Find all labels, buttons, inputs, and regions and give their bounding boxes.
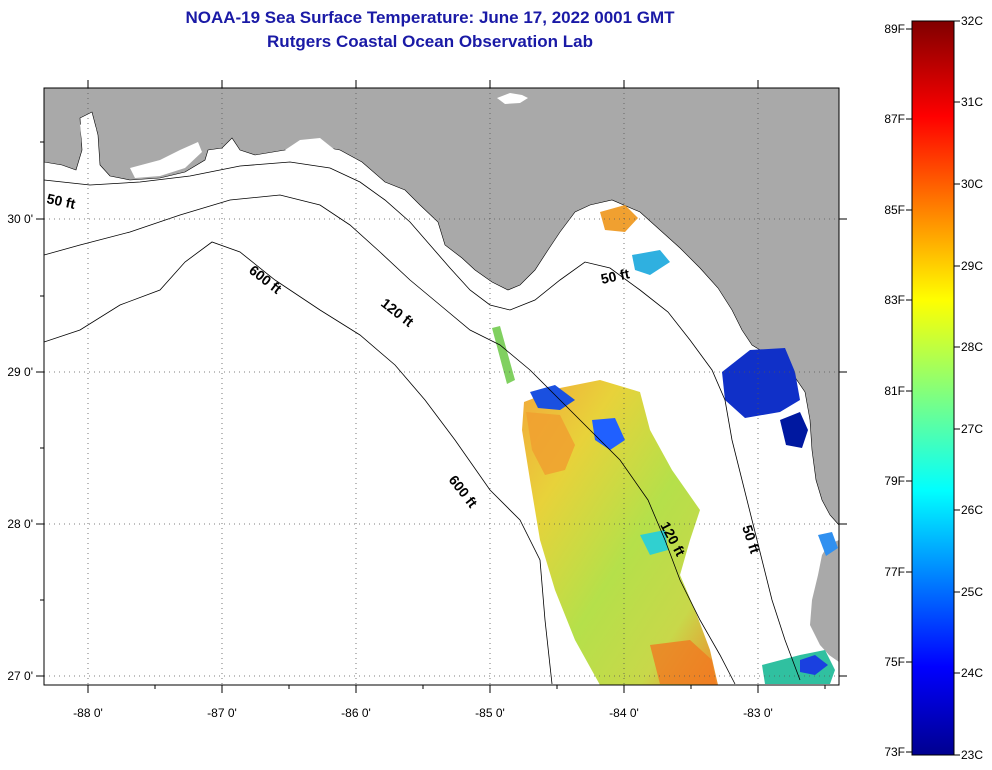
colorbar-c-30: 30C xyxy=(961,177,983,191)
colorbar-f-87: 87F xyxy=(884,112,905,126)
colorbar xyxy=(911,20,955,756)
lon-label-87: -87 0' xyxy=(207,706,237,720)
lat-label-28: 28 0' xyxy=(7,517,33,531)
bay-water xyxy=(80,118,98,165)
colorbar-c-29: 29C xyxy=(961,259,983,273)
map-subtitle: Rutgers Coastal Ocean Observation Lab xyxy=(267,32,593,51)
colorbar-c-31: 31C xyxy=(961,95,983,109)
contour-label-50ft-west: 50 ft xyxy=(45,190,77,212)
lon-label-86: -86 0' xyxy=(341,706,371,720)
colorbar-c-26: 26C xyxy=(961,503,983,517)
colorbar-f-73: 73F xyxy=(884,745,905,759)
colorbar-c-23: 23C xyxy=(961,748,983,762)
lon-label-83: -83 0' xyxy=(743,706,773,720)
sst-narrow-strip xyxy=(492,326,515,384)
colorbar-c-27: 27C xyxy=(961,422,983,436)
sst-swath-orange-top xyxy=(526,412,575,475)
colorbar-c-32: 32C xyxy=(961,14,983,28)
lon-label-85: -85 0' xyxy=(475,706,505,720)
sst-coastal-patch xyxy=(632,250,670,275)
axis-ticks xyxy=(36,80,847,693)
lat-label-29: 29 0' xyxy=(7,365,33,379)
lat-label-27: 27 0' xyxy=(7,669,33,683)
colorbar-f-79: 79F xyxy=(884,474,905,488)
contour-600ft xyxy=(44,241,553,685)
contour-50ft-north xyxy=(44,161,801,681)
sst-south-blue xyxy=(800,655,828,675)
map-title: NOAA-19 Sea Surface Temperature: June 17… xyxy=(185,8,675,27)
sst-cold-patch-5 xyxy=(640,530,668,555)
colorbar-c-28: 28C xyxy=(961,340,983,354)
colorbar-ticks xyxy=(906,20,960,756)
contour-120ft xyxy=(44,194,736,685)
colorbar-f-85: 85F xyxy=(884,203,905,217)
colorbar-f-83: 83F xyxy=(884,293,905,307)
lat-label-30: 30 0' xyxy=(7,212,33,226)
sst-swath-orange-bottom xyxy=(650,640,716,684)
colorbar-f-77: 77F xyxy=(884,565,905,579)
bay-water-3 xyxy=(285,138,335,155)
sst-cold-patch-4 xyxy=(592,418,625,450)
colorbar-f-75: 75F xyxy=(884,655,905,669)
inland-lake xyxy=(497,93,528,104)
sst-cold-patch-1 xyxy=(722,348,800,418)
sst-cold-patch-2 xyxy=(780,412,808,448)
lon-label-88: -88 0' xyxy=(73,706,103,720)
sst-swath xyxy=(522,380,718,685)
sst-warm-patch xyxy=(600,205,638,232)
colorbar-c-24: 24C xyxy=(961,666,983,680)
bay-water-2 xyxy=(130,142,202,178)
map-border xyxy=(43,87,840,686)
lon-label-84: -84 0' xyxy=(609,706,639,720)
colorbar-f-81: 81F xyxy=(884,384,905,398)
sst-east-spot xyxy=(818,532,838,556)
colorbar-c-25: 25C xyxy=(961,585,983,599)
contour-label-50ft-bigbend: 50 ft xyxy=(599,265,631,287)
colorbar-f-89: 89F xyxy=(884,22,905,36)
